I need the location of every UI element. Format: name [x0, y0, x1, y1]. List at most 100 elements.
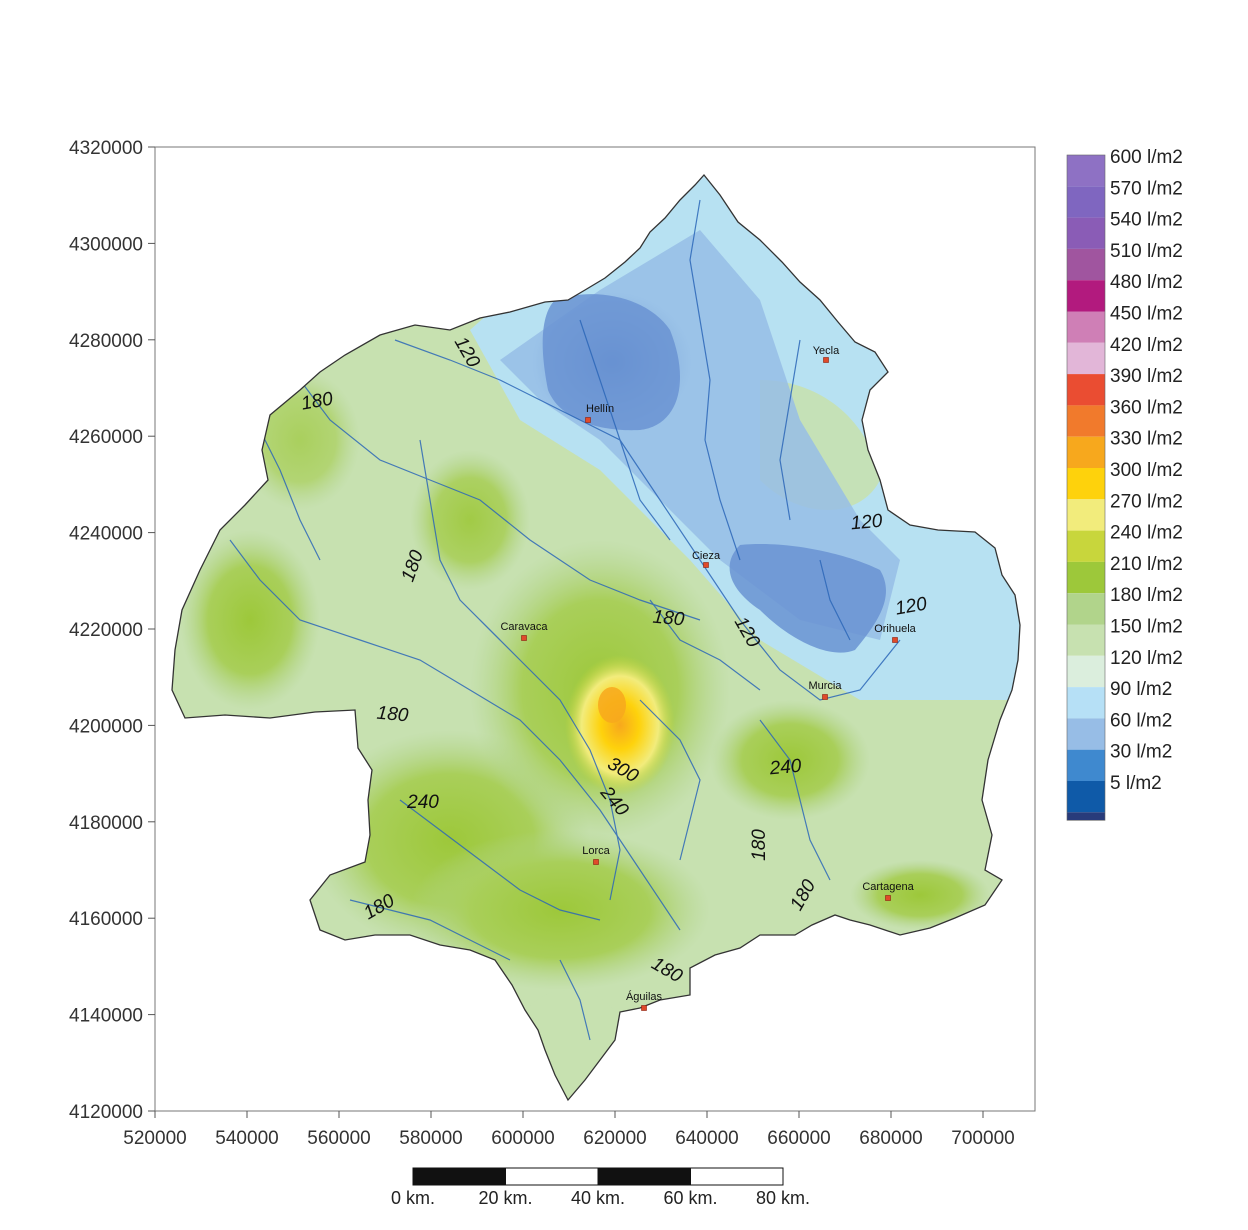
legend-swatch	[1067, 561, 1105, 594]
city-marker	[593, 859, 599, 865]
legend-swatch	[1067, 530, 1105, 562]
city-label: Orihuela	[874, 623, 916, 635]
x-tick-label: 640000	[675, 1128, 738, 1149]
legend-label: 90 l/m2	[1110, 679, 1172, 700]
y-tick-label: 4140000	[69, 1006, 143, 1027]
y-tick-label: 4220000	[69, 620, 143, 641]
x-tick-label: 540000	[215, 1128, 278, 1149]
legend-swatch	[1067, 436, 1105, 468]
y-axis: 4320000 4300000 4280000 4260000 4240000 42200…	[69, 138, 155, 1123]
legend-label: 5 l/m2	[1110, 773, 1162, 794]
isoline-label: 240	[406, 792, 439, 813]
legend-label: 180 l/m2	[1110, 585, 1183, 606]
y-tick-label: 4260000	[69, 427, 143, 448]
scale-segment	[690, 1167, 784, 1186]
legend-swatch	[1067, 217, 1105, 249]
scale-bar: 0 km. 20 km. 40 km. 60 km. 80 km.	[391, 1167, 810, 1208]
x-tick-label: 600000	[491, 1128, 554, 1149]
city-label: Lorca	[582, 845, 610, 857]
legend-label: 510 l/m2	[1110, 241, 1183, 262]
legend-frame	[1066, 154, 1106, 821]
x-tick-label: 700000	[951, 1128, 1014, 1149]
x-tick-label: 580000	[399, 1128, 462, 1149]
scale-segment	[597, 1167, 691, 1186]
legend-swatch	[1067, 749, 1105, 781]
legend-label: 240 l/m2	[1110, 523, 1183, 544]
isoline-label: 120	[850, 511, 884, 535]
scale-label: 40 km.	[571, 1188, 625, 1208]
legend-label: 120 l/m2	[1110, 648, 1183, 669]
city-label: Águilas	[626, 990, 663, 1003]
city-label: Cartagena	[862, 881, 914, 893]
legend-label: 390 l/m2	[1110, 366, 1183, 387]
scale-label: 80 km.	[756, 1188, 810, 1208]
legend-swatch	[1067, 374, 1105, 406]
legend-label: 270 l/m2	[1110, 491, 1183, 512]
city-label: Hellín	[586, 403, 614, 415]
x-tick-label: 660000	[767, 1128, 830, 1149]
city-marker	[521, 635, 527, 641]
legend-swatch	[1067, 718, 1105, 750]
legend-swatch	[1067, 655, 1105, 688]
legend-swatch	[1067, 687, 1105, 719]
legend-label: 420 l/m2	[1110, 335, 1183, 356]
city-marker	[892, 637, 898, 643]
legend-swatch	[1067, 342, 1105, 375]
isoline-label: 180	[652, 607, 686, 631]
legend-label: 30 l/m2	[1110, 742, 1172, 763]
legend-label: 600 l/m2	[1110, 147, 1183, 168]
scale-segment	[412, 1167, 506, 1186]
isoline-label: 180	[376, 703, 410, 727]
city-label: Yecla	[813, 345, 840, 357]
legend-label: 360 l/m2	[1110, 397, 1183, 418]
legend-swatch	[1067, 248, 1105, 281]
y-tick-label: 4120000	[69, 1102, 143, 1123]
city-marker	[703, 562, 709, 568]
city-label: Cieza	[692, 550, 721, 562]
legend-swatch	[1067, 812, 1105, 821]
legend-swatch	[1067, 280, 1105, 312]
x-tick-label: 680000	[859, 1128, 922, 1149]
y-tick-label: 4300000	[69, 234, 143, 255]
city-marker	[823, 357, 829, 363]
x-axis: 520000 540000 560000 580000 600000 620000 6400…	[123, 1111, 1015, 1149]
legend-label: 150 l/m2	[1110, 617, 1183, 638]
legend-swatch	[1067, 311, 1105, 343]
legend-label: 60 l/m2	[1110, 710, 1172, 731]
legend-swatch	[1067, 186, 1105, 218]
legend-swatch	[1067, 624, 1105, 656]
legend-swatch	[1067, 781, 1105, 813]
legend-swatch	[1067, 405, 1105, 437]
y-tick-label: 4320000	[69, 138, 143, 159]
y-tick-label: 4160000	[69, 909, 143, 930]
legend-label: 210 l/m2	[1110, 554, 1183, 575]
city-marker	[585, 417, 591, 423]
legend-label: 540 l/m2	[1110, 210, 1183, 231]
scale-label: 20 km.	[478, 1188, 532, 1208]
isoline-label: 180	[749, 829, 770, 861]
city-label: Caravaca	[500, 621, 548, 633]
city-marker	[885, 895, 891, 901]
city-label: Murcia	[808, 680, 842, 692]
legend-swatch	[1067, 468, 1105, 500]
scale-label: 60 km.	[663, 1188, 717, 1208]
city-marker	[641, 1005, 647, 1011]
legend-label: 330 l/m2	[1110, 429, 1183, 450]
legend-swatch	[1067, 499, 1105, 531]
legend-label: 300 l/m2	[1110, 460, 1183, 481]
scale-label: 0 km.	[391, 1188, 435, 1208]
scale-segment	[505, 1167, 599, 1186]
x-tick-label: 560000	[307, 1128, 370, 1149]
legend-swatch	[1067, 593, 1105, 625]
legend-label: 570 l/m2	[1110, 178, 1183, 199]
legend-label: 480 l/m2	[1110, 272, 1183, 293]
x-tick-label: 620000	[583, 1128, 646, 1149]
legend-swatch	[1067, 155, 1105, 187]
isoline-label: 240	[768, 756, 803, 780]
legend: 600 l/m2 570 l/m2 540 l/m2 510 l/m2 480 l/m2…	[1066, 147, 1183, 821]
y-tick-label: 4200000	[69, 716, 143, 737]
y-tick-label: 4240000	[69, 524, 143, 545]
x-tick-label: 520000	[123, 1128, 186, 1149]
city-markers: Hellín Yecla Cieza Caravaca Orihuela Murcia Lo…	[500, 345, 917, 1011]
